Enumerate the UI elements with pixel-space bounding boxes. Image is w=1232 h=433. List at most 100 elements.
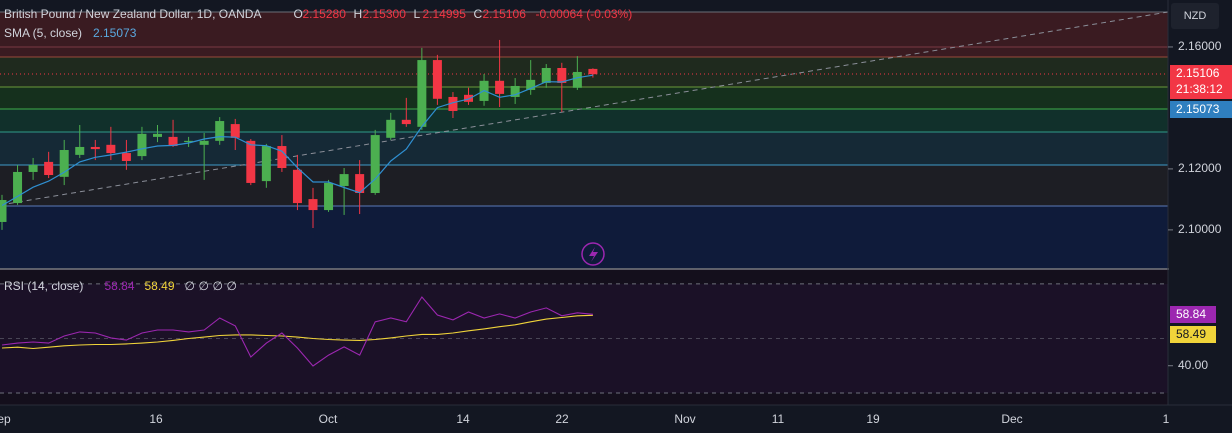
- candle-body: [44, 161, 54, 176]
- candle-body: [464, 94, 473, 102]
- legend: British Pound / New Zealand Dollar, 1D, …: [4, 3, 1232, 343]
- fib-zone: [0, 87, 1168, 109]
- change: -0.00064 (-0.03%): [536, 7, 633, 21]
- candle-body: [199, 140, 209, 145]
- candle-body: [339, 174, 349, 186]
- rsi-axis-value: 58.49: [1176, 327, 1206, 341]
- candle-body: [137, 133, 147, 157]
- candle-body: [261, 146, 271, 182]
- time-axis: [0, 405, 1232, 433]
- fib-zone: [0, 109, 1168, 132]
- candle-body: [292, 169, 302, 204]
- ohlc-value: 2.15280: [303, 7, 347, 21]
- candle-body: [28, 164, 38, 172]
- x-tick-label: 14: [456, 412, 470, 426]
- candle-body: [495, 80, 505, 94]
- candle-body: [106, 144, 116, 154]
- candle-body: [448, 96, 458, 111]
- candle-body: [541, 67, 551, 83]
- fib-zone: [0, 132, 1168, 165]
- candle-body: [59, 150, 69, 177]
- rsi-axis-value: 58.84: [1176, 307, 1206, 321]
- fib-zone: [0, 165, 1168, 206]
- y-tick-label: 2.10000: [1178, 222, 1222, 236]
- candle-body: [230, 124, 240, 138]
- rsi-legend-extra: ∅: [213, 279, 223, 293]
- candle-body: [308, 199, 318, 211]
- y-tick-label: 2.16000: [1178, 39, 1222, 53]
- currency[interactable]: NZD: [1184, 10, 1207, 22]
- event-icon-bolt: [589, 247, 598, 262]
- last-price-box: [1170, 65, 1232, 99]
- symbol-title: British Pound / New Zealand Dollar, 1D, …: [4, 7, 261, 21]
- plot: 2.16000 2.12000 2.10000 ep 16 Oct 14 22 Nov 11 19 D…: [0, 39, 1222, 426]
- fib-zone: [0, 57, 1168, 87]
- sma-line: [1, 74, 593, 207]
- candle-body: [557, 67, 567, 83]
- last-price: 2.15106: [1176, 66, 1220, 80]
- sma-price: 2.15073: [1176, 102, 1220, 116]
- fib-zone: [0, 12, 1168, 57]
- price-axis: [1169, 0, 1232, 405]
- candle-body: [417, 60, 427, 127]
- countdown: 21:38:12: [1176, 82, 1223, 96]
- x-tick-label: Nov: [674, 412, 695, 426]
- x-tick-label: 1: [1163, 412, 1170, 426]
- x-tick-label: Oct: [319, 412, 338, 426]
- candle-body: [121, 153, 131, 161]
- sma-value: 2.15073: [93, 26, 137, 40]
- rsi-legend-extra: ∅: [199, 279, 209, 293]
- candle-body: [572, 71, 582, 88]
- ohlc-value: 2.15300: [363, 7, 407, 21]
- candle-body: [215, 121, 225, 141]
- candle-body: [184, 140, 194, 143]
- ohlc-key: H: [354, 7, 363, 21]
- candle-body: [0, 200, 7, 222]
- fib-zone: [0, 206, 1168, 268]
- sma-price-box: [1170, 101, 1232, 118]
- candle-body: [90, 146, 100, 150]
- candle-body: [526, 79, 536, 90]
- ohlc-key: C: [474, 7, 483, 21]
- candle-body: [277, 146, 287, 168]
- y-tick-label: 40.00: [1178, 358, 1208, 372]
- event-icon: [581, 242, 605, 266]
- candle-body: [75, 146, 85, 155]
- y-tick-label: 2.12000: [1178, 161, 1222, 175]
- candle-body: [510, 85, 520, 97]
- rsi-value-box: [1170, 306, 1216, 323]
- candle-body: [13, 171, 23, 204]
- candle-body: [432, 60, 442, 99]
- ohlc-value: 2.15106: [483, 7, 527, 21]
- x-tick-label: ep: [0, 412, 11, 426]
- rsi-name: RSI (14, close): [4, 279, 83, 293]
- x-tick-label: 11: [772, 412, 785, 426]
- rsi-line: [1, 296, 593, 367]
- rsi-legend-value: 58.49: [145, 279, 175, 293]
- x-tick-label: 19: [866, 412, 880, 426]
- candle-body: [246, 140, 256, 183]
- fib-zones: [0, 11, 1169, 268]
- x-tick-label: 22: [555, 412, 569, 426]
- candle-body: [370, 135, 380, 193]
- candle-body: [401, 119, 411, 125]
- ohlc-key: L: [414, 7, 421, 21]
- rsi-legend-extra: ∅: [227, 279, 237, 293]
- x-tick-label: 16: [149, 412, 163, 426]
- ohlc-value: 2.14995: [423, 7, 467, 21]
- rsi-legend-value: 58.84: [105, 279, 135, 293]
- currency-box[interactable]: [1171, 3, 1219, 29]
- candle-body: [153, 133, 162, 137]
- x-tick-label: Dec: [1001, 412, 1022, 426]
- rsi-line: [1, 314, 593, 350]
- rsi-legend-extra: ∅: [185, 279, 195, 293]
- sma-name: SMA (5, close): [4, 26, 82, 40]
- ohlc-key: O: [294, 7, 303, 21]
- candle-body: [324, 182, 334, 211]
- candle-body: [588, 68, 598, 75]
- candle-body: [386, 119, 396, 138]
- rsi-value-box: [1170, 326, 1216, 343]
- candle-body: [355, 174, 365, 193]
- candle-body: [168, 136, 178, 147]
